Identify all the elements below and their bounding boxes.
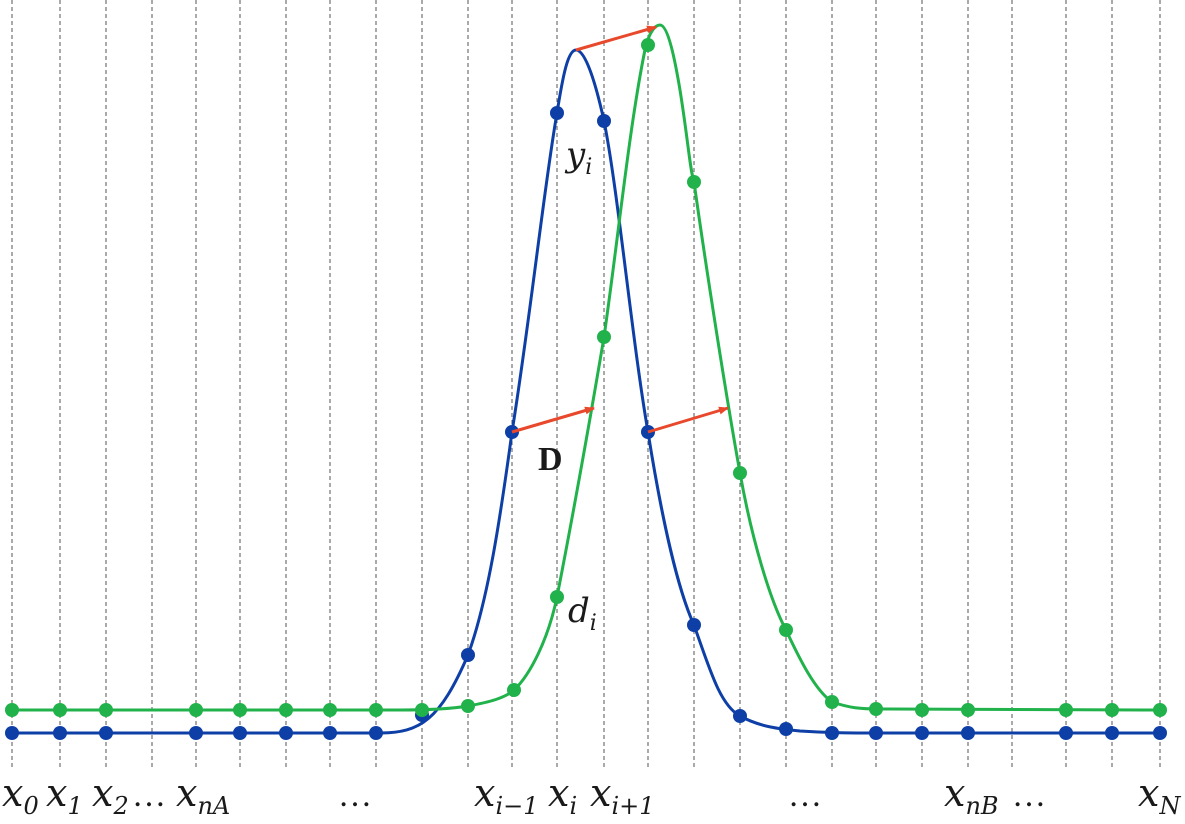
blue-point — [1153, 726, 1167, 740]
x-label-0: x0 — [2, 771, 39, 820]
green-sample-points — [5, 38, 1167, 717]
blue-point — [733, 709, 747, 723]
blue-point — [687, 618, 701, 632]
label-d-i: di — [568, 591, 597, 636]
blue-point — [233, 726, 247, 740]
blue-point — [779, 722, 793, 736]
blue-point — [915, 726, 929, 740]
blue-point — [1105, 726, 1119, 740]
x-label-N: xN — [1138, 771, 1181, 820]
x-label-nB: xnB — [944, 771, 999, 820]
green-point — [323, 703, 337, 717]
displacement-arrows — [511, 25, 729, 434]
blue-point — [550, 106, 564, 120]
green-point — [1105, 703, 1119, 717]
blue-point — [597, 114, 611, 128]
x-label-ellipsis-4: … — [1012, 777, 1046, 814]
vertical-gridlines — [11, 0, 1161, 770]
green-point — [779, 623, 793, 637]
green-point — [507, 683, 521, 697]
green-point — [597, 330, 611, 344]
arrow-right — [647, 406, 729, 434]
green-point — [99, 703, 113, 717]
green-point — [415, 703, 429, 717]
green-point — [461, 699, 475, 713]
green-point — [279, 703, 293, 717]
arrow-left — [511, 406, 595, 434]
green-point — [369, 703, 383, 717]
x-label-1: x1 — [46, 771, 83, 820]
blue-point — [53, 726, 67, 740]
green-point — [550, 590, 564, 604]
x-label-nA: xnA — [176, 771, 230, 820]
blue-point — [323, 726, 337, 740]
x-label-2: x2 — [92, 771, 129, 820]
green-point — [189, 703, 203, 717]
arrow-peak — [575, 25, 657, 52]
green-point — [5, 703, 19, 717]
blue-point — [825, 726, 839, 740]
green-point — [869, 702, 883, 716]
blue-point — [961, 726, 975, 740]
x-label-i-minus-1: xi−1 — [474, 771, 539, 820]
green-curve-d — [12, 23, 1161, 712]
blue-point — [189, 726, 203, 740]
blue-curve-y — [12, 48, 1160, 735]
green-point — [915, 703, 929, 717]
green-point — [641, 38, 655, 52]
x-axis-labels: x0 x1 x2 … xnA … xi−1 xi xi+1 … xnB … xN — [2, 771, 1181, 820]
x-label-ellipsis-3: … — [788, 777, 822, 814]
blue-point — [369, 726, 383, 740]
green-point — [1153, 703, 1167, 717]
blue-point — [5, 726, 19, 740]
x-label-i: xi — [548, 771, 577, 820]
green-point — [687, 175, 701, 189]
x-label-ellipsis-1: … — [132, 777, 166, 814]
green-point — [1059, 703, 1073, 717]
blue-point — [279, 726, 293, 740]
blue-point — [1059, 726, 1073, 740]
green-point — [733, 466, 747, 480]
x-label-i-plus-1: xi+1 — [590, 771, 655, 820]
label-y-i: yi — [564, 135, 592, 180]
blue-point — [869, 726, 883, 740]
blue-sample-points — [5, 106, 1167, 740]
green-point — [961, 703, 975, 717]
label-D: D — [538, 441, 563, 478]
x-label-ellipsis-2: … — [338, 777, 372, 814]
green-point — [233, 703, 247, 717]
green-point — [53, 703, 67, 717]
blue-point — [461, 648, 475, 662]
blue-point — [99, 726, 113, 740]
green-point — [825, 695, 839, 709]
